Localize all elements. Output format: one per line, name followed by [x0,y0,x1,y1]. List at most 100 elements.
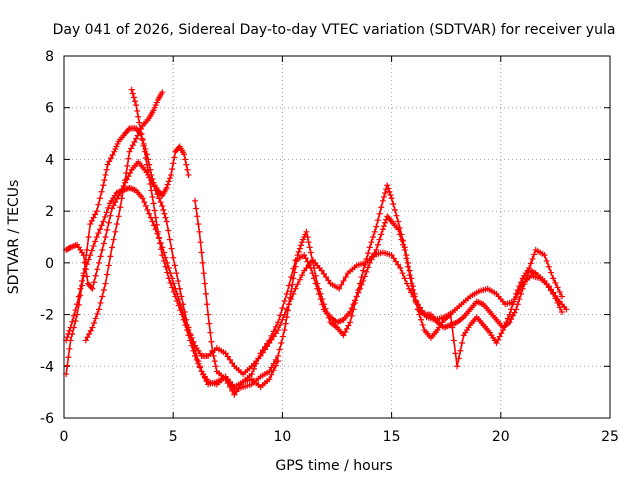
data-point-marker [177,307,184,314]
data-point-marker [355,287,362,294]
data-point-marker [157,240,164,247]
data-point-marker [301,252,308,259]
data-point-marker [408,275,415,282]
data-point-marker [285,301,292,308]
data-point-marker [299,272,306,279]
x-tick-label: 20 [492,429,510,445]
chart-title: Day 041 of 2026, Sidereal Day-to-day VTE… [53,22,616,38]
data-point-marker [361,261,368,268]
data-point-marker [125,155,132,162]
data-point-marker [278,340,285,347]
data-point-marker [160,206,167,213]
data-point-marker [170,160,177,167]
data-point-marker [156,195,163,202]
data-point-marker [89,324,96,331]
data-point-marker [447,311,454,318]
data-point-marker [95,201,102,208]
data-point-marker [496,333,503,340]
data-point-marker [499,327,506,334]
data-point-marker [166,236,173,243]
data-point-marker [374,241,381,248]
data-point-marker [283,290,290,297]
x-tick-label: 25 [601,429,619,445]
data-point-marker [160,257,167,264]
data-point-marker [187,337,194,344]
data-point-marker [400,237,407,244]
data-point-marker [173,270,180,277]
data-point-marker [64,334,71,341]
data-point-marker [92,272,99,279]
data-point-marker [314,280,321,287]
data-point-marker [379,226,386,233]
x-tick-label: 10 [273,429,291,445]
data-point-marker [315,285,322,292]
data-point-marker [167,279,174,286]
series-line [65,127,563,388]
data-point-marker [175,302,182,309]
data-point-marker [72,318,79,325]
data-point-marker [107,253,114,260]
data-point-marker [151,222,158,229]
data-point-marker [195,221,202,228]
data-point-marker [340,277,347,284]
data-point-marker [268,336,275,343]
data-point-marker [279,316,286,323]
data-point-marker [131,98,138,105]
data-point-marker [117,204,124,211]
data-point-marker [85,234,92,240]
data-point-marker [207,329,214,336]
data-point-marker [391,206,398,213]
data-point-marker [529,255,536,262]
data-point-marker [229,360,236,367]
data-point-marker [129,142,136,149]
data-point-marker [516,283,523,290]
data-point-marker [295,248,302,255]
data-point-marker [353,293,360,300]
data-point-marker [123,170,130,177]
data-point-marker [257,352,264,359]
data-point-marker [279,305,286,312]
data-point-marker [414,306,421,313]
data-point-marker [449,324,456,331]
data-point-marker [302,255,309,262]
data-point-marker [319,296,326,303]
data-point-marker [162,263,169,270]
data-point-marker [261,346,268,353]
data-point-marker [543,257,550,264]
data-point-marker [276,346,283,353]
data-point-marker [281,297,288,304]
data-point-marker [105,219,112,226]
data-point-marker [384,182,391,189]
data-point-marker [92,315,99,322]
y-tick-label: 8 [45,49,54,65]
data-point-marker [503,319,510,326]
data-point-marker [100,287,107,294]
data-point-marker [99,293,106,300]
data-point-marker [128,145,135,152]
data-point-marker [89,285,96,292]
data-point-marker [418,316,425,323]
data-point-marker [531,251,538,258]
data-point-marker [508,306,515,313]
data-point-marker [363,255,370,262]
data-point-marker [91,279,98,286]
data-point-marker [159,89,166,96]
data-point-marker [74,301,81,308]
data-point-marker [416,311,423,318]
data-point-marker [104,271,111,278]
data-point-marker [67,324,74,331]
data-point-marker [97,195,104,202]
data-point-marker [514,287,521,294]
data-point-marker [115,213,122,220]
data-point-marker [509,301,516,308]
data-point-marker [142,202,149,209]
data-point-marker [292,263,299,270]
data-point-marker [272,323,279,330]
data-point-marker [80,270,87,277]
data-point-marker [368,239,375,246]
data-point-marker [64,362,71,369]
data-point-marker [92,211,99,218]
series-track-5 [128,86,565,393]
data-point-marker [309,257,316,264]
data-point-marker [101,177,108,184]
